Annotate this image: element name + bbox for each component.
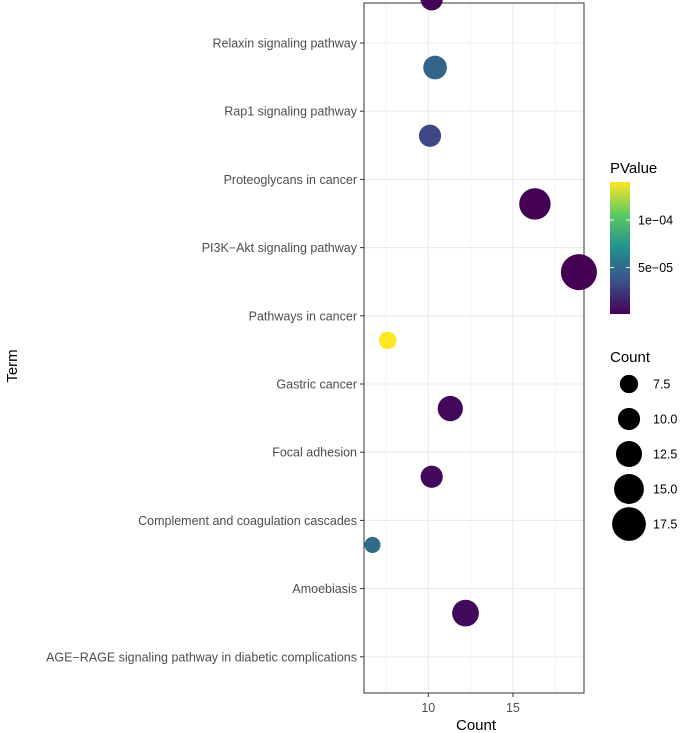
data-point	[560, 254, 597, 291]
size-legend-label: 7.5	[653, 378, 670, 392]
panel-border	[363, 2, 585, 694]
data-point	[423, 55, 447, 80]
data-point	[418, 124, 442, 147]
x-axis-title: Count	[456, 717, 497, 733]
size-legend-key	[615, 440, 643, 468]
color-legend-bar	[610, 182, 630, 314]
grid-lines	[364, 3, 584, 693]
size-legend-key	[617, 407, 641, 431]
y-axis-ticks: Relaxin signaling pathway Rap1 signaling …	[46, 37, 364, 664]
data-point	[420, 0, 443, 11]
size-legend-key	[619, 374, 639, 394]
size-legend-key	[612, 507, 646, 541]
y-tick-label: AGE−RAGE signaling pathway in diabetic c…	[46, 650, 357, 664]
x-axis-ticks: 10 15	[421, 693, 520, 715]
data-point	[420, 465, 443, 488]
size-legend-key	[614, 474, 644, 504]
y-tick-label: Complement and coagulation cascades	[138, 514, 357, 528]
data-point	[437, 395, 463, 422]
size-legend-label: 15.0	[653, 483, 677, 497]
y-tick-label: Pathways in cancer	[249, 309, 357, 323]
color-tick-label: 1e−04	[638, 213, 673, 227]
x-tick-label: 15	[506, 701, 520, 715]
color-legend-title: PValue	[610, 160, 657, 177]
color-legend: PValue 1e−04 5e−05	[610, 160, 673, 314]
size-legend-title: Count	[610, 349, 651, 366]
y-tick-label: Gastric cancer	[276, 378, 357, 392]
color-tick-label: 5e−05	[638, 261, 673, 275]
y-tick-label: Relaxin signaling pathway	[212, 37, 357, 51]
y-tick-label: Proteoglycans in cancer	[224, 173, 357, 187]
y-axis-title: Term	[4, 349, 21, 382]
size-legend-label: 17.5	[653, 518, 677, 532]
size-legend-label: 12.5	[653, 448, 677, 462]
data-points	[364, 0, 597, 627]
y-tick-label: Focal adhesion	[272, 446, 357, 460]
y-tick-label: Amoebiasis	[292, 582, 357, 596]
y-tick-label: Rap1 signaling pathway	[224, 105, 357, 119]
data-point	[519, 188, 551, 220]
data-point	[378, 331, 397, 350]
x-tick-label: 10	[421, 701, 435, 715]
size-legend-label: 10.0	[653, 413, 677, 427]
data-point	[452, 599, 479, 627]
y-tick-label: PI3K−Akt signaling pathway	[202, 241, 358, 255]
size-legend: Count 7.5 10.0 12.5 15.0 17.5	[610, 349, 677, 541]
data-point	[364, 536, 381, 553]
